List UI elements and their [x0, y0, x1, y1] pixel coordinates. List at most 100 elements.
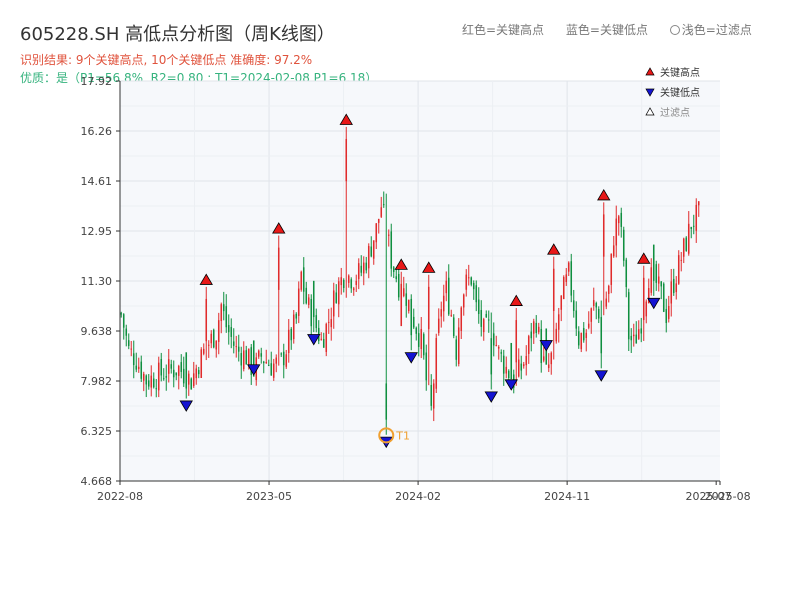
candle-body [530, 331, 533, 339]
candle-body [180, 362, 183, 372]
candle-body [420, 328, 423, 350]
candle-body [580, 332, 583, 350]
candle-body [247, 348, 250, 365]
candle-body [147, 380, 150, 387]
candle-body [260, 353, 263, 357]
candle-body [447, 277, 450, 315]
candle-body [460, 307, 463, 332]
key-high-marker [422, 261, 436, 273]
candle-body [155, 388, 158, 390]
candle-body [660, 281, 663, 287]
candle-body [492, 333, 495, 346]
legend-marker [645, 107, 655, 116]
candle-body [387, 234, 390, 236]
candle-body [267, 364, 270, 366]
candle-body [582, 328, 585, 341]
candle-body [257, 350, 260, 357]
candle-body [360, 265, 363, 273]
key-high-marker [199, 273, 213, 285]
key-high-marker [272, 222, 286, 234]
key-low-marker [647, 297, 661, 310]
candle-body [295, 313, 298, 319]
y-tick-label: 14.61 [81, 175, 113, 188]
candle-body [635, 334, 638, 344]
candle-body [667, 306, 670, 319]
candle-body [602, 214, 605, 257]
candle-body [365, 262, 368, 271]
candle-body [437, 318, 440, 333]
candle-body [630, 335, 633, 341]
candle-body [432, 383, 435, 409]
candle-body [122, 314, 125, 328]
x-tick-label: 2022-08 [97, 490, 143, 503]
candle-body [250, 347, 253, 375]
candle-body [565, 274, 568, 283]
candle-body [592, 300, 595, 306]
candle-body [120, 313, 123, 315]
candle-body [462, 294, 465, 308]
candle-body [515, 320, 518, 363]
candle-body [502, 355, 505, 374]
candle-body [642, 277, 645, 321]
candle-body [487, 319, 490, 321]
candle-body [617, 216, 620, 224]
candle-body [445, 280, 448, 294]
candle-body [590, 308, 593, 322]
candle-body [392, 267, 395, 272]
candle-body [202, 348, 205, 354]
gridlines [120, 80, 720, 482]
candle-body [647, 288, 650, 304]
pivot-markers: T1 [179, 113, 661, 449]
key-high-marker [597, 188, 611, 201]
candle-body [165, 376, 168, 378]
candle-body [465, 274, 468, 290]
candle-body [595, 303, 598, 308]
candle-body [455, 339, 458, 360]
candle-body [540, 328, 543, 364]
candle-body [305, 287, 308, 304]
candle-body [170, 364, 173, 369]
candle-body [435, 338, 438, 389]
candle-body [557, 314, 560, 330]
candle-body [627, 292, 630, 340]
candle-body [307, 297, 310, 305]
candle-body [505, 366, 508, 374]
candle-body [195, 368, 198, 379]
candle-body [342, 279, 345, 288]
t1-ring [378, 427, 395, 444]
candle-body [287, 329, 290, 354]
candle-body [507, 370, 510, 379]
candle-body [235, 346, 238, 348]
candle-body [370, 246, 373, 257]
candle-body [690, 226, 693, 230]
candle-body [375, 223, 378, 243]
candle-body [207, 344, 210, 346]
candle-body [652, 244, 655, 281]
candle-body [152, 378, 155, 388]
candle-body [682, 238, 685, 257]
key-low-marker [307, 334, 321, 346]
candle-body [637, 329, 640, 339]
candle-body [550, 352, 553, 365]
candle-body [467, 277, 470, 279]
candle-body [665, 308, 668, 323]
candle-body [312, 280, 315, 318]
candle-body [670, 281, 673, 304]
candle-body [135, 365, 138, 370]
candle-body [570, 261, 573, 296]
candle-body [400, 283, 403, 327]
candle-body [350, 279, 353, 289]
candle-body [232, 341, 235, 346]
candle-body [522, 364, 525, 367]
color-note-light: 浅色=过滤点 [681, 23, 752, 37]
candle-body [427, 286, 430, 330]
candle-body [685, 237, 688, 251]
candle-body [620, 212, 623, 227]
candle-body [302, 267, 305, 292]
candle-body [497, 346, 500, 349]
candle-body [440, 309, 443, 317]
candle-body [675, 283, 678, 293]
key-low-marker [504, 379, 518, 391]
candle-body [377, 218, 380, 223]
